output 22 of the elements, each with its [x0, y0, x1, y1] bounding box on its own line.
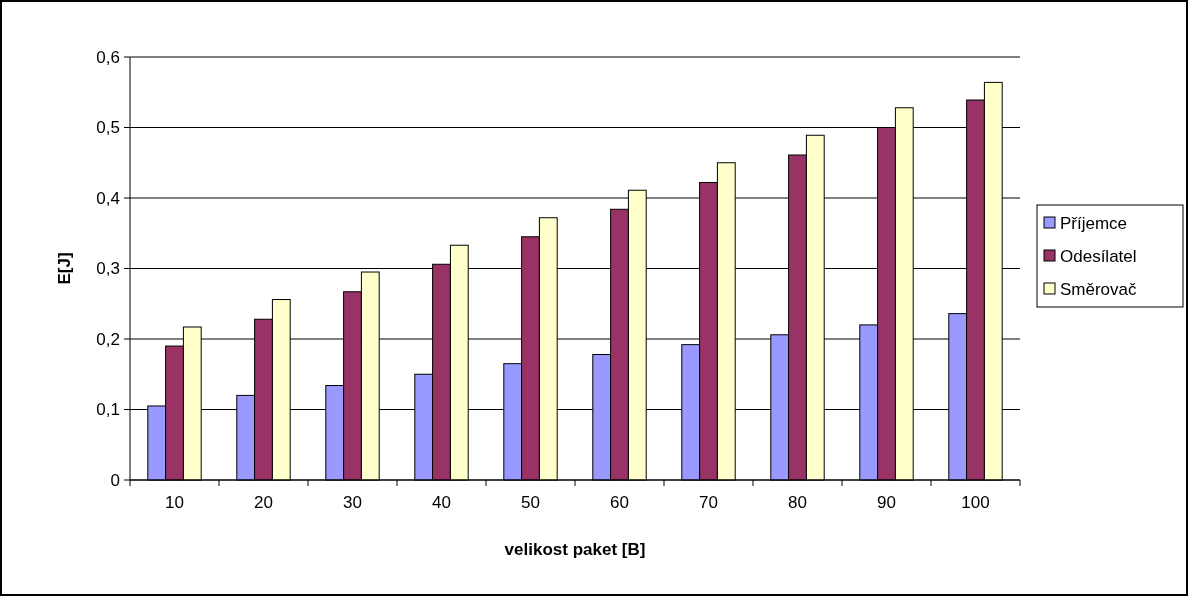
legend-label: Směrovač	[1060, 279, 1138, 299]
y-tick-label: 0,4	[96, 188, 120, 208]
x-tick-label: 60	[610, 493, 629, 512]
x-tick-label: 100	[961, 493, 990, 512]
x-tick-label: 80	[788, 493, 807, 512]
x-tick-label: 40	[432, 493, 451, 512]
x-tick-label: 50	[521, 493, 540, 512]
y-tick-label: 0,6	[96, 47, 120, 67]
y-tick-label: 0,3	[96, 259, 120, 279]
x-tick-label: 20	[254, 493, 273, 512]
x-axis-title: velikost paket [B]	[504, 540, 646, 559]
x-tick-label: 30	[343, 493, 362, 512]
y-tick-label: 0,1	[96, 400, 120, 420]
x-tick-label: 70	[699, 493, 718, 512]
legend-label: Příjemce	[1060, 213, 1128, 233]
x-tick-label: 10	[165, 493, 184, 512]
y-axis-title: E[J]	[55, 252, 74, 285]
y-tick-label: 0,2	[96, 329, 120, 349]
x-tick-label: 90	[877, 493, 896, 512]
legend-label: Odesílatel	[1060, 246, 1137, 266]
y-tick-label: 0	[110, 470, 120, 490]
y-tick-label: 0,5	[96, 118, 120, 138]
